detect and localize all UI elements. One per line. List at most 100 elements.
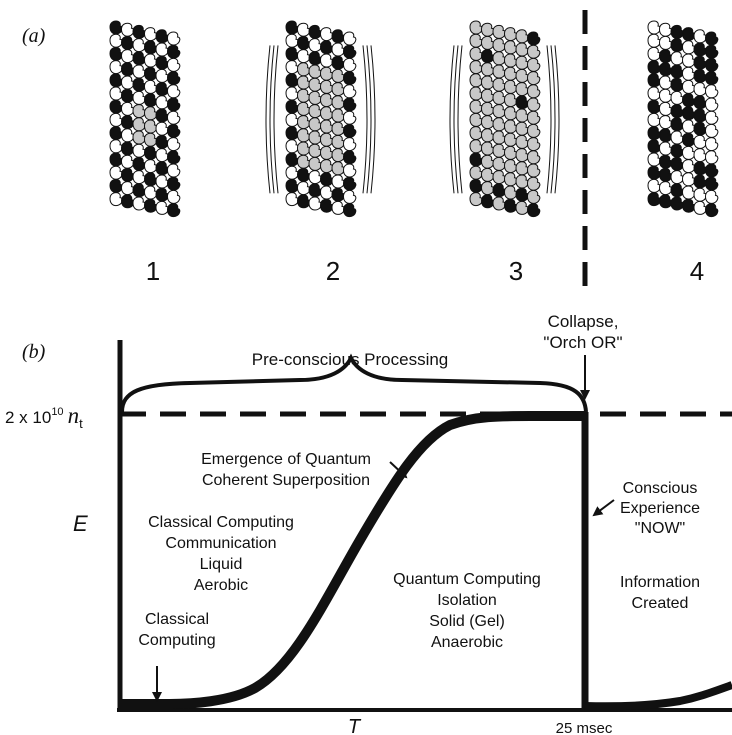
- tubulin-subunit: [469, 20, 483, 35]
- tubulin-subunit: [469, 73, 483, 88]
- tubulin-subunit: [120, 141, 135, 156]
- tubulin-subunit: [331, 108, 345, 123]
- tubulin-subunit: [693, 174, 707, 189]
- tubulin-subunit: [515, 55, 529, 70]
- classical-line2: Communication: [165, 535, 276, 552]
- tubulin-subunit: [526, 44, 541, 59]
- tubulin-subunit: [166, 110, 181, 125]
- tubulin-subunit: [166, 176, 181, 191]
- tubulin-subunit: [155, 55, 169, 70]
- tubulin-subunit: [143, 40, 158, 55]
- tubulin-subunit: [670, 24, 684, 39]
- tubulin-subunit: [647, 20, 661, 35]
- tubulin-subunit: [503, 119, 518, 134]
- tubulin-subunit: [469, 86, 483, 101]
- conscious-arrow: [592, 499, 615, 517]
- tubulin-subunit: [469, 60, 483, 75]
- tubulin-subunit: [693, 121, 707, 136]
- tubulin-subunit: [492, 130, 506, 145]
- tubulin-subunit: [693, 187, 707, 202]
- tubulin-subunit: [308, 104, 322, 119]
- tubulin-subunit: [469, 165, 483, 180]
- tubulin-subunit: [503, 53, 518, 68]
- tubulin-subunit: [166, 203, 181, 218]
- tubulin-subunit: [469, 112, 483, 127]
- tubulin-subunit: [693, 68, 707, 83]
- tubulin-subunit: [285, 73, 299, 88]
- tubulin-subunit: [526, 203, 541, 218]
- tubulin-subunit: [492, 38, 506, 53]
- tubulin-subunit: [526, 150, 541, 165]
- tubulin-subunit: [109, 33, 123, 48]
- tubulin-subunit: [319, 93, 334, 108]
- tubulin-subunit: [342, 84, 357, 99]
- tubulin-subunit: [503, 159, 518, 174]
- tubulin-subunit: [132, 143, 146, 158]
- tubulin-subunit: [670, 156, 684, 171]
- tubulin-subunit: [308, 77, 322, 92]
- tubulin-subunit: [308, 143, 322, 158]
- tubulin-subunit: [670, 51, 684, 66]
- tubulin-subunit: [331, 134, 345, 149]
- tubulin-subunit: [331, 148, 345, 163]
- tubulin-subunit: [120, 101, 135, 116]
- tubulin-subunit: [480, 75, 495, 90]
- tubulin-subunit: [647, 165, 661, 180]
- tubulin-subunit: [285, 86, 299, 101]
- tubulin-subunit: [155, 121, 169, 136]
- tubulin-subunit: [469, 126, 483, 141]
- tubulin-subunit: [670, 64, 684, 79]
- tubulin-subunit: [503, 40, 518, 55]
- tubulin-subunit: [109, 192, 123, 207]
- information-line2: Created: [632, 595, 689, 612]
- stage-number-3: 3: [509, 256, 523, 286]
- quantum-line4: Anaerobic: [431, 634, 503, 651]
- tubulin-subunit: [647, 139, 661, 154]
- tubulin-subunit: [526, 189, 541, 204]
- classical-line3: Liquid: [200, 556, 243, 573]
- tubulin-subunit: [120, 35, 135, 50]
- tubulin-subunit: [480, 22, 495, 37]
- tubulin-subunit: [319, 53, 334, 68]
- tubulin-subunit: [704, 84, 719, 99]
- tubulin-subunit: [319, 119, 334, 134]
- tubulin-subunit: [109, 126, 123, 141]
- tubulin-subunit: [285, 112, 299, 127]
- tubulin-subunit: [132, 117, 146, 132]
- tubulin-subunit: [704, 163, 719, 178]
- tubulin-subunit: [704, 203, 719, 218]
- classical-line4: Aerobic: [194, 577, 248, 594]
- emergence-label-line2: Coherent Superposition: [202, 472, 370, 489]
- tubulin-subunit: [342, 71, 357, 86]
- tubulin-subunit: [285, 192, 299, 207]
- tubulin-subunit: [647, 60, 661, 75]
- tubulin-subunit: [296, 88, 311, 103]
- tubulin-subunit: [132, 77, 146, 92]
- tubulin-subunit: [480, 154, 495, 169]
- tubulin-subunit: [526, 176, 541, 191]
- tubulin-subunit: [693, 200, 707, 215]
- tubulin-subunit: [109, 99, 123, 114]
- tubulin-subunit: [681, 132, 696, 147]
- tubulin-subunit: [704, 44, 719, 59]
- tubulin-subunit: [515, 108, 529, 123]
- tubulin-subunit: [166, 137, 181, 152]
- tubulin-subunit: [658, 22, 673, 37]
- tubulin-subunit: [285, 46, 299, 61]
- tubulin-subunit: [308, 51, 322, 66]
- tubulin-subunit: [693, 148, 707, 163]
- tubulin-subunit: [492, 64, 506, 79]
- tubulin-subunit: [120, 62, 135, 77]
- tubulin-subunit: [469, 152, 483, 167]
- tubulin-subunit: [331, 174, 345, 189]
- tubulin-subunit: [704, 137, 719, 152]
- tubulin-subunit: [693, 134, 707, 149]
- tubulin-subunit: [647, 86, 661, 101]
- tubulin-subunit: [693, 95, 707, 110]
- microtubule-stage-3: [449, 20, 560, 218]
- microtubule-stage-4: [647, 20, 719, 218]
- tubulin-subunit: [331, 42, 345, 57]
- panel-b-label: (b): [22, 341, 46, 363]
- tubulin-subunit: [319, 159, 334, 174]
- vibration-arc: [370, 45, 376, 194]
